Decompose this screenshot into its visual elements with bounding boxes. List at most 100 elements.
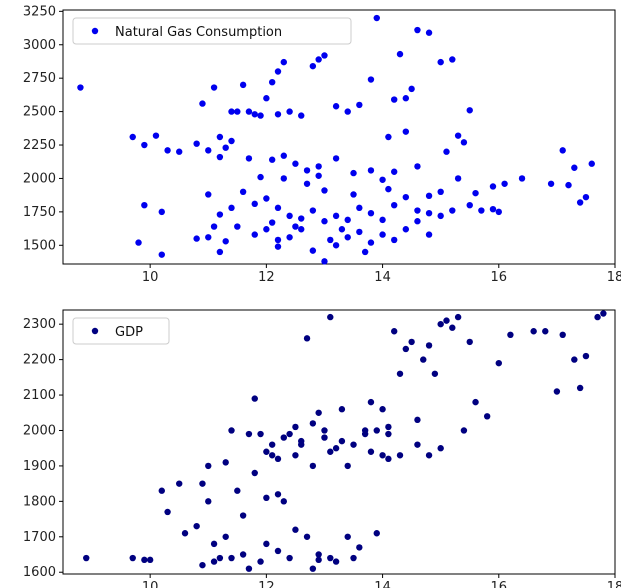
data-point — [280, 175, 287, 182]
data-point — [472, 189, 479, 197]
data-point — [309, 247, 317, 254]
data-point — [309, 462, 317, 470]
data-point — [379, 406, 386, 413]
data-point — [199, 561, 206, 569]
data-point — [402, 193, 410, 201]
y-tick-label: 2750 — [23, 71, 56, 86]
data-point — [344, 533, 351, 540]
data-point — [454, 313, 462, 321]
data-point — [466, 338, 473, 346]
data-point — [205, 191, 212, 198]
data-point — [292, 452, 299, 459]
data-point — [280, 434, 287, 441]
y-tick-label: 2300 — [23, 317, 56, 332]
data-point — [396, 370, 404, 377]
data-point — [327, 554, 334, 562]
data-point — [239, 81, 247, 89]
data-point — [414, 26, 421, 34]
y-tick-label: 1900 — [23, 459, 56, 474]
x-tick-label: 12 — [258, 270, 275, 285]
data-point — [239, 188, 247, 196]
data-point — [385, 423, 392, 431]
x-tick-label: 18 — [607, 580, 621, 588]
data-point — [216, 211, 224, 218]
data-point — [216, 554, 224, 562]
data-point — [443, 317, 450, 324]
data-point — [396, 50, 404, 58]
data-point — [431, 370, 439, 377]
data-point — [193, 522, 200, 530]
data-point — [495, 359, 502, 367]
data-point — [263, 195, 270, 202]
data-point — [489, 205, 497, 213]
data-point — [367, 210, 375, 217]
data-point — [547, 180, 555, 187]
data-point — [414, 441, 421, 448]
data-point — [402, 128, 410, 135]
data-point — [222, 238, 229, 245]
data-point — [571, 164, 578, 171]
data-point — [292, 160, 299, 167]
data-point — [164, 508, 171, 516]
data-point — [228, 204, 235, 212]
data-point — [425, 29, 433, 36]
data-point — [309, 565, 317, 572]
data-point — [454, 132, 462, 139]
data-point — [257, 430, 264, 438]
data-point — [268, 78, 276, 86]
data-point — [356, 204, 363, 212]
data-point — [373, 427, 380, 434]
data-point — [391, 201, 398, 209]
data-point — [286, 554, 293, 562]
data-point — [356, 544, 363, 551]
data-point — [146, 556, 154, 564]
data-point — [332, 558, 340, 565]
data-point — [332, 242, 340, 249]
data-point — [234, 223, 241, 230]
data-point — [472, 398, 479, 406]
data-point — [361, 248, 369, 256]
data-point — [263, 448, 270, 455]
data-point — [582, 193, 590, 201]
data-point — [274, 111, 282, 118]
data-point — [222, 144, 229, 151]
data-point — [483, 413, 491, 420]
data-point — [437, 445, 444, 452]
x-tick-label: 10 — [142, 270, 159, 285]
data-point — [367, 448, 375, 455]
data-point — [321, 434, 328, 441]
data-point — [268, 156, 276, 163]
data-point — [268, 452, 276, 459]
data-point — [263, 494, 270, 502]
data-point — [181, 530, 189, 537]
data-point — [414, 416, 421, 424]
data-point — [576, 384, 584, 392]
data-point — [303, 180, 311, 187]
data-point — [338, 406, 346, 413]
data-point — [367, 239, 375, 246]
data-point — [210, 84, 218, 91]
data-point — [315, 551, 322, 558]
data-point — [216, 133, 224, 141]
data-point — [356, 228, 363, 236]
data-point — [594, 313, 601, 321]
data-point — [367, 167, 375, 174]
data-point — [559, 331, 566, 339]
data-point — [414, 163, 421, 170]
data-point — [443, 148, 450, 155]
x-tick-label: 10 — [142, 580, 159, 588]
y-tick-label: 2100 — [23, 388, 56, 403]
data-point — [373, 530, 380, 537]
data-point — [292, 423, 299, 431]
legend-label: GDP — [115, 325, 143, 340]
data-point — [478, 207, 485, 214]
y-tick-label: 3000 — [23, 38, 56, 53]
data-point — [274, 236, 282, 244]
data-point — [344, 216, 351, 224]
y-tick-label: 1800 — [23, 494, 56, 509]
data-point — [408, 338, 415, 346]
data-point — [257, 112, 264, 119]
data-point — [391, 236, 398, 244]
data-point — [350, 169, 357, 177]
plot-area-frame — [62, 9, 616, 265]
